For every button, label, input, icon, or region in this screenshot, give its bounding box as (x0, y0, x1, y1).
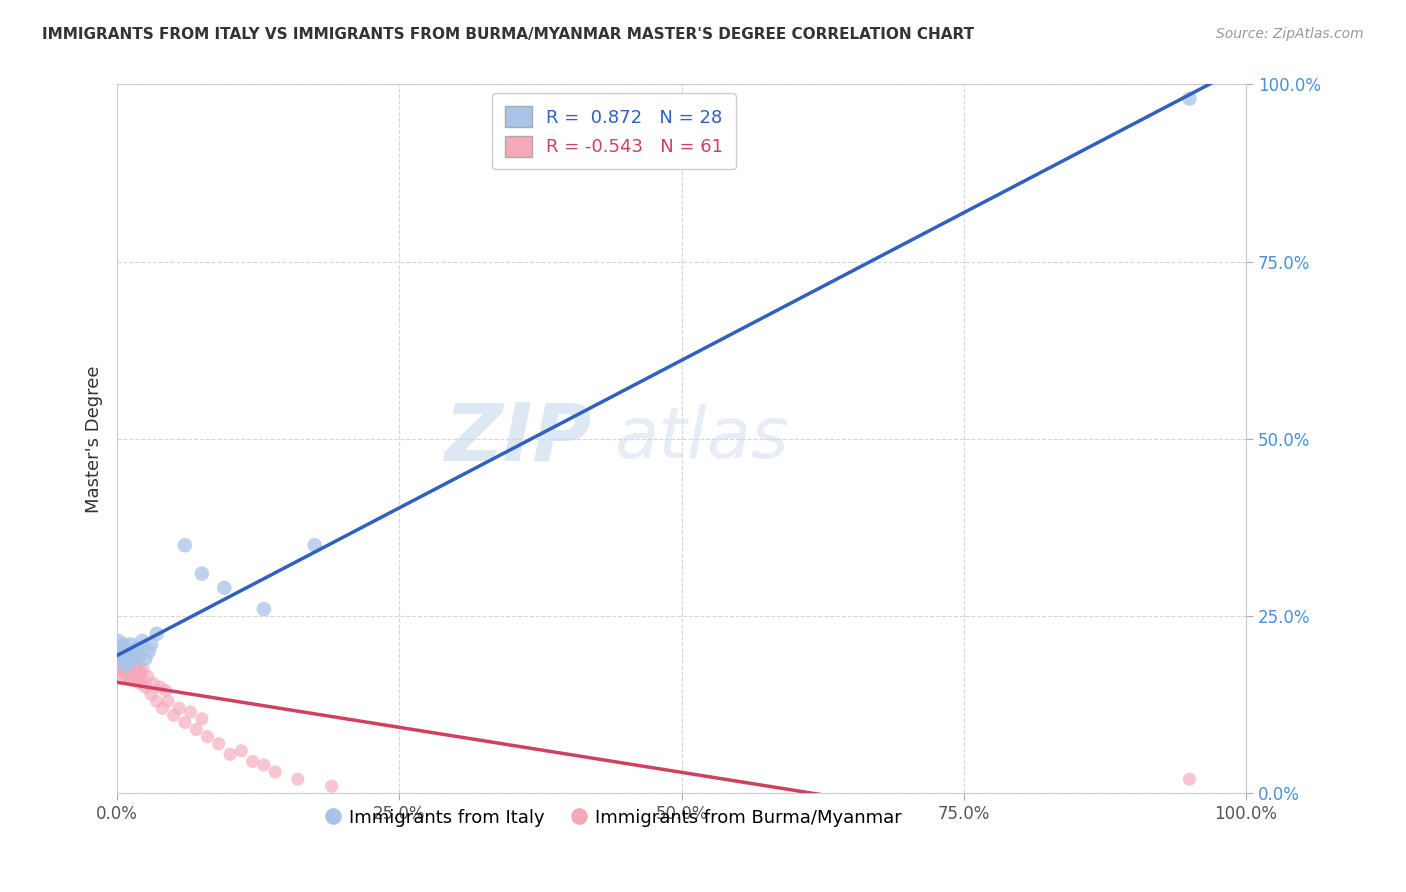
Point (110, 648, 132, 662)
Point (108, 644, 131, 658)
Point (186, 723, 208, 737)
Point (114, 651, 136, 665)
Point (117, 662, 139, 676)
Point (110, 669, 132, 683)
Point (129, 665, 152, 680)
Point (111, 651, 134, 665)
Point (191, 566, 214, 581)
Y-axis label: Master's Degree: Master's Degree (86, 365, 103, 513)
Point (114, 651, 136, 665)
Point (124, 651, 146, 665)
Point (304, 538, 326, 552)
Point (128, 648, 150, 662)
Point (112, 658, 135, 673)
Point (219, 747, 242, 762)
Point (214, 581, 236, 595)
Point (121, 662, 143, 676)
Point (120, 638, 142, 652)
Point (142, 676, 165, 690)
Point (112, 644, 135, 658)
Point (118, 669, 141, 683)
Point (139, 638, 162, 652)
Point (150, 701, 173, 715)
Point (1178, 772, 1201, 787)
Point (125, 662, 148, 676)
Point (134, 651, 156, 665)
Point (231, 744, 253, 758)
Point (156, 694, 179, 708)
Point (117, 655, 139, 669)
Point (321, 779, 343, 793)
Point (208, 737, 231, 751)
Point (124, 673, 146, 687)
Text: atlas: atlas (614, 404, 789, 474)
Point (110, 655, 132, 669)
Point (117, 648, 139, 662)
Point (127, 640, 149, 655)
Point (108, 662, 131, 676)
Point (169, 701, 191, 715)
Point (111, 662, 134, 676)
Point (197, 730, 219, 744)
Text: Source: ZipAtlas.com: Source: ZipAtlas.com (1216, 27, 1364, 41)
Point (128, 676, 150, 690)
Text: ZIP: ZIP (444, 400, 592, 478)
Legend: Immigrants from Italy, Immigrants from Burma/Myanmar: Immigrants from Italy, Immigrants from B… (318, 802, 910, 834)
Point (138, 644, 160, 658)
Point (111, 665, 134, 680)
Point (136, 669, 159, 683)
Point (118, 655, 141, 669)
Point (121, 648, 143, 662)
Point (115, 648, 138, 662)
Point (115, 658, 138, 673)
Point (112, 638, 135, 652)
Point (191, 712, 214, 726)
Point (145, 694, 167, 708)
Point (174, 538, 197, 552)
Point (107, 655, 129, 669)
Point (122, 655, 145, 669)
Point (134, 680, 156, 694)
Point (149, 680, 172, 694)
Point (120, 651, 142, 665)
Point (122, 669, 145, 683)
Point (242, 755, 264, 769)
Point (174, 715, 197, 730)
Point (115, 658, 138, 673)
Point (127, 669, 149, 683)
Point (162, 708, 184, 723)
Point (108, 648, 131, 662)
Point (107, 634, 129, 648)
Point (287, 772, 309, 787)
Point (117, 648, 139, 662)
Point (132, 662, 155, 676)
Point (155, 683, 177, 698)
Point (111, 640, 134, 655)
Point (117, 644, 139, 658)
Point (145, 627, 167, 641)
Point (253, 602, 276, 616)
Point (139, 687, 162, 701)
Point (121, 648, 143, 662)
Point (131, 673, 153, 687)
Point (117, 669, 139, 683)
Point (114, 665, 136, 680)
Point (122, 644, 145, 658)
Point (120, 673, 142, 687)
Text: IMMIGRANTS FROM ITALY VS IMMIGRANTS FROM BURMA/MYANMAR MASTER'S DEGREE CORRELATI: IMMIGRANTS FROM ITALY VS IMMIGRANTS FROM… (42, 27, 974, 42)
Point (264, 765, 287, 780)
Point (1178, 92, 1201, 106)
Point (122, 665, 145, 680)
Point (111, 655, 134, 669)
Point (131, 634, 153, 648)
Point (180, 705, 202, 719)
Point (111, 648, 134, 662)
Point (128, 658, 150, 673)
Point (253, 758, 276, 772)
Point (118, 655, 141, 669)
